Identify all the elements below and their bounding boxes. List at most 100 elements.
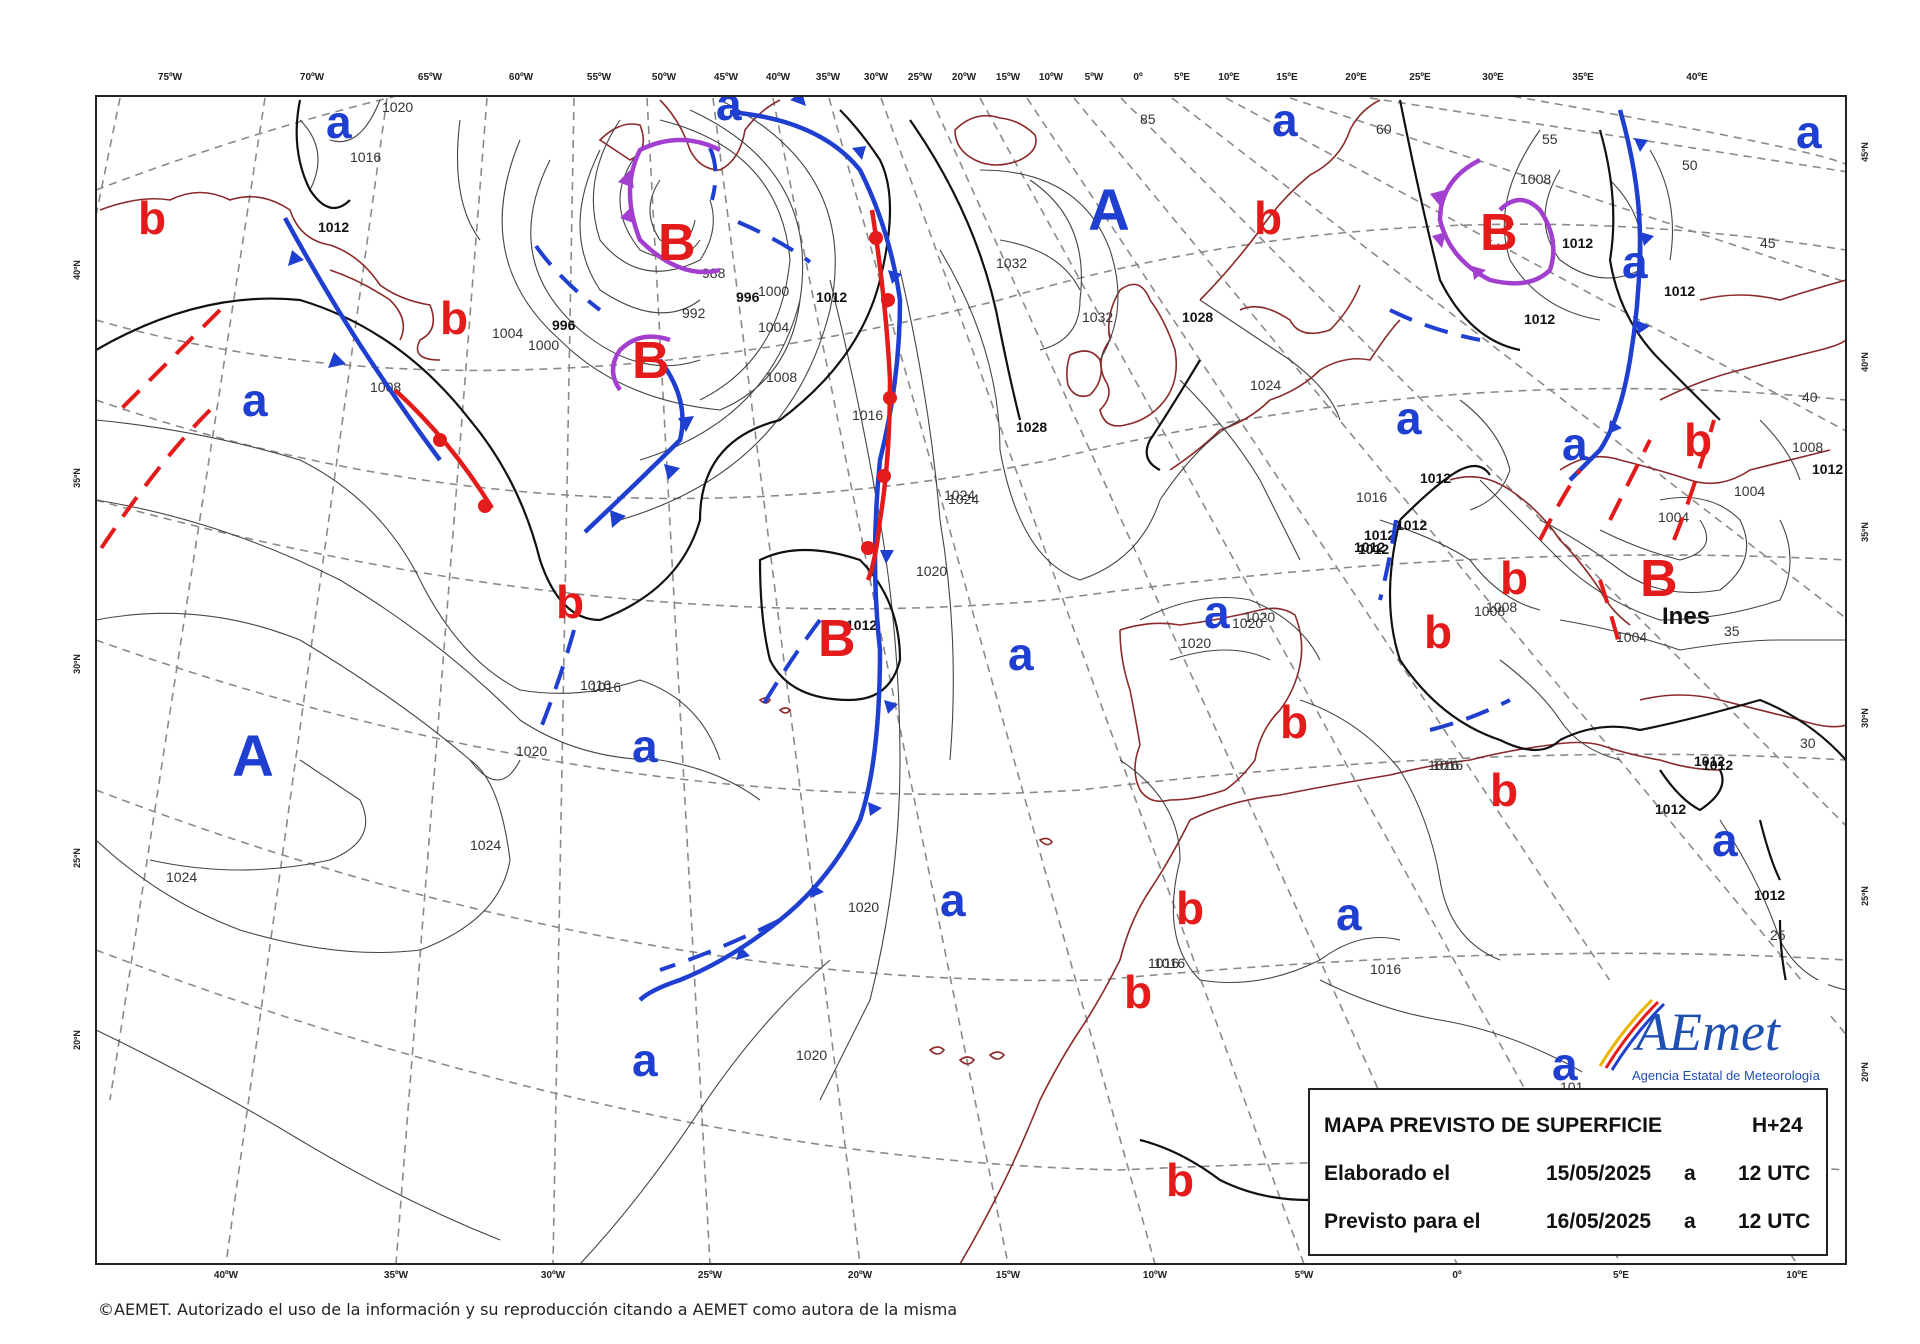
cold-front (638, 109, 903, 1002)
bottom-longitude-labels: 40ºW 35ºW 30ºW 25ºW 20ºW 15ºW 10ºW 5ºW 0… (214, 1270, 1808, 1281)
cold-front-triangles (610, 416, 694, 528)
trough-line (1672, 419, 1716, 541)
isobar-label: 1020 (848, 899, 879, 915)
logo-wordmark: AEmet (1633, 1002, 1782, 1062)
warm-front-semicircle (877, 469, 891, 483)
isobar-label: 1032 (1082, 309, 1113, 325)
warm-front-semicircle (869, 231, 883, 245)
low-center: B (1480, 204, 1518, 262)
relative-high-marker: a (326, 96, 352, 148)
occluded-front-symbols (618, 170, 636, 224)
lat-label: 25ºN (1860, 886, 1870, 906)
isobar-label: 1008 (1792, 439, 1823, 455)
trough-line (98, 408, 212, 552)
elaborated-at: a (1684, 1162, 1696, 1185)
trough-line (118, 308, 222, 412)
valid-label: Previsto para el (1324, 1210, 1481, 1233)
grid-label: 45 (1760, 235, 1776, 251)
lon-label: 25ºW (698, 1270, 723, 1281)
relative-high-marker: a (1562, 418, 1588, 470)
isobar-label: 1012 (1812, 461, 1843, 477)
grid-label: 50 (1682, 157, 1698, 173)
lon-label: 35ºW (384, 1270, 409, 1281)
relative-high-marker: a (716, 78, 742, 130)
occluded-front-symbols (1430, 190, 1486, 280)
isobar-label: 1024 (470, 837, 501, 853)
cold-front (283, 216, 442, 462)
lon-label: 30ºW (864, 72, 889, 83)
lon-label: 30ºW (541, 1270, 566, 1281)
relative-low-marker: b (1124, 966, 1152, 1018)
isobar-label: 1008 (1520, 171, 1551, 187)
lon-label: 65ºW (418, 72, 443, 83)
grid-label: 85 (1140, 111, 1156, 127)
top-longitude-labels: 75ºW 70ºW 65ºW 60ºW 55ºW 50ºW 45ºW 40ºW … (158, 72, 1708, 83)
isobar-label: 1012 (1664, 283, 1695, 299)
lat-label: 35ºN (72, 468, 82, 488)
isobar-label: 1016 (1432, 757, 1463, 773)
bold-isobars (96, 99, 1846, 1202)
isobar-label: 1012 (1420, 470, 1451, 486)
grid-label: 40 (1802, 389, 1818, 405)
lon-label: 15ºW (996, 72, 1021, 83)
trough-line (1389, 308, 1481, 342)
trough-line (1378, 519, 1398, 601)
trough-line (1608, 439, 1652, 521)
lon-label: 20ºW (848, 1270, 873, 1281)
isobar-label: 1008 (1486, 599, 1517, 615)
isobar-label: 1012 (1364, 527, 1395, 543)
lon-label: 75ºW (158, 72, 183, 83)
lon-label: 25ºW (908, 72, 933, 83)
grid-label: 55 (1542, 131, 1558, 147)
isobar-label: 996 (552, 317, 576, 333)
relative-high-marker: a (940, 874, 966, 926)
isobar-label: 1016 (852, 407, 883, 423)
isobar-label: 1012 (1702, 757, 1733, 773)
map-title: MAPA PREVISTO DE SUPERFICIE (1324, 1114, 1662, 1137)
relative-low-marker: b (440, 292, 468, 344)
isobar-label: 1020 (796, 1047, 827, 1063)
isobar-label: 1012 (1396, 517, 1427, 533)
low-center: B (632, 332, 670, 390)
relative-high-marker: a (1796, 106, 1822, 158)
low-center: B (818, 610, 856, 668)
relative-pressure-markers: a a a a a a a a a a a a a a a a b b b b … (138, 78, 1822, 1206)
relative-high-marker: a (1552, 1038, 1578, 1090)
elaborated-time: 12 UTC (1738, 1162, 1811, 1185)
lat-label: 35ºN (1860, 522, 1870, 542)
valid-at: a (1684, 1210, 1696, 1233)
forecast-horizon: H+24 (1752, 1114, 1803, 1137)
isobar-label: 1024 (944, 487, 975, 503)
relative-high-marker: a (1272, 94, 1298, 146)
lon-label: 0º (1452, 1270, 1462, 1281)
lon-label: 70ºW (300, 72, 325, 83)
lon-label: 5ºE (1613, 1270, 1629, 1281)
valid-date: 16/05/2025 (1546, 1210, 1652, 1233)
isobar-label: 1000 (528, 337, 559, 353)
valid-time: 12 UTC (1738, 1210, 1811, 1233)
isobar-label: 1012 (816, 289, 847, 305)
map-frame (95, 95, 1847, 1265)
trough-line (1429, 698, 1511, 732)
isobar-label: 1012 (1562, 235, 1593, 251)
relative-high-marker: a (632, 720, 658, 772)
trough-line (737, 220, 812, 264)
elaborated-label: Elaborado el (1324, 1162, 1451, 1185)
lon-label: 40ºW (214, 1270, 239, 1281)
lon-label: 35ºE (1572, 72, 1594, 83)
lon-label: 30ºE (1482, 72, 1504, 83)
isobar-label: 1020 (1244, 609, 1275, 625)
trough-line (538, 629, 576, 731)
relative-low-marker: b (1176, 882, 1204, 934)
relative-low-marker: b (1280, 696, 1308, 748)
lon-label: 45ºW (714, 72, 739, 83)
isobar-label: 1016 (590, 679, 621, 695)
isobar-label: 1024 (166, 869, 197, 885)
warm-front (393, 388, 494, 510)
high-center: A (232, 724, 274, 789)
isobar-label: 1004 (1616, 629, 1647, 645)
isobar-label: 1012 (1694, 753, 1725, 769)
occluded-front (1437, 157, 1556, 286)
isobar-label: 996 (736, 289, 760, 305)
